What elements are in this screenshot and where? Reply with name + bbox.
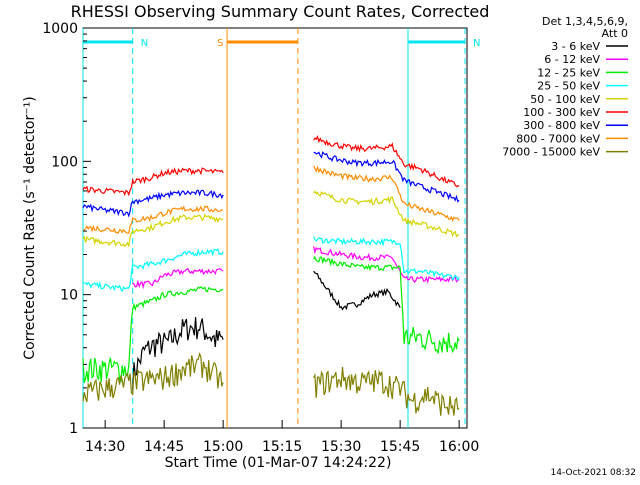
plot-frame — [82, 27, 468, 429]
series-line-50-100-kev — [82, 190, 460, 248]
series-line-100-300-kev — [82, 134, 460, 197]
x-tick-label: 14:45 — [144, 439, 184, 455]
y-tick-label: 1000 — [42, 21, 78, 37]
x-tick-label: 15:45 — [380, 439, 420, 455]
y-tick-label: 10 — [60, 288, 78, 304]
x-tick-label: 16:00 — [439, 439, 479, 455]
legend-label: 25 - 50 keV — [537, 80, 600, 93]
legend-label: 100 - 300 keV — [523, 106, 600, 119]
legend-label: 50 - 100 keV — [530, 93, 600, 106]
series-line-25-50-kev — [82, 236, 460, 293]
series-line-7000-15000-kev — [82, 352, 460, 416]
x-axis-label: Start Time (01-Mar-07 14:24:22) — [165, 455, 392, 471]
legend-label: 7000 - 15000 keV — [502, 146, 600, 159]
legend-label: 3 - 6 keV — [551, 40, 600, 53]
legend-label: 12 - 25 keV — [537, 66, 600, 79]
x-axis: 14:30 14:45 15:00 15:15 15:30 15:45 16:00 — [85, 420, 479, 455]
legend-label: 6 - 12 keV — [544, 53, 600, 66]
y-axis-label: Corrected Count Rate (s⁻¹ detector⁻¹) — [22, 96, 38, 359]
y-tick-label: 1 — [69, 421, 78, 437]
series-line-300-800-kev — [82, 151, 460, 218]
series-line-800-7000-kev — [82, 165, 460, 234]
chart-title: RHESSI Observing Summary Count Rates, Co… — [71, 2, 490, 21]
x-tick-label: 15:30 — [321, 439, 361, 455]
annotation-label: N — [141, 38, 148, 49]
x-tick-label: 15:15 — [262, 439, 302, 455]
series-line-3-6-kev — [132, 270, 401, 390]
legend-label: 800 - 7000 keV — [516, 132, 600, 145]
annotation-label: S — [217, 38, 223, 49]
annotation-bands: N NS — [82, 28, 481, 428]
plot-area: N NS — [82, 27, 481, 429]
y-axis: 1 10 100 1000 — [42, 21, 91, 437]
series-line-6-12-kev — [132, 246, 460, 290]
legend-label: 300 - 800 keV — [523, 119, 600, 132]
legend-header-line2: Att 0 — [602, 27, 628, 40]
series-lines — [82, 134, 460, 416]
x-tick-label: 14:30 — [85, 439, 125, 455]
x-tick-label: 15:00 — [203, 439, 243, 455]
y-tick-label: 100 — [51, 154, 78, 170]
annotation-label: N — [473, 38, 480, 49]
timestamp: 14-Oct-2021 08:32 — [551, 468, 636, 478]
series-line-12-25-kev — [82, 255, 460, 383]
legend-header-line1: Det 1,3,4,5,6,9, — [542, 15, 628, 28]
